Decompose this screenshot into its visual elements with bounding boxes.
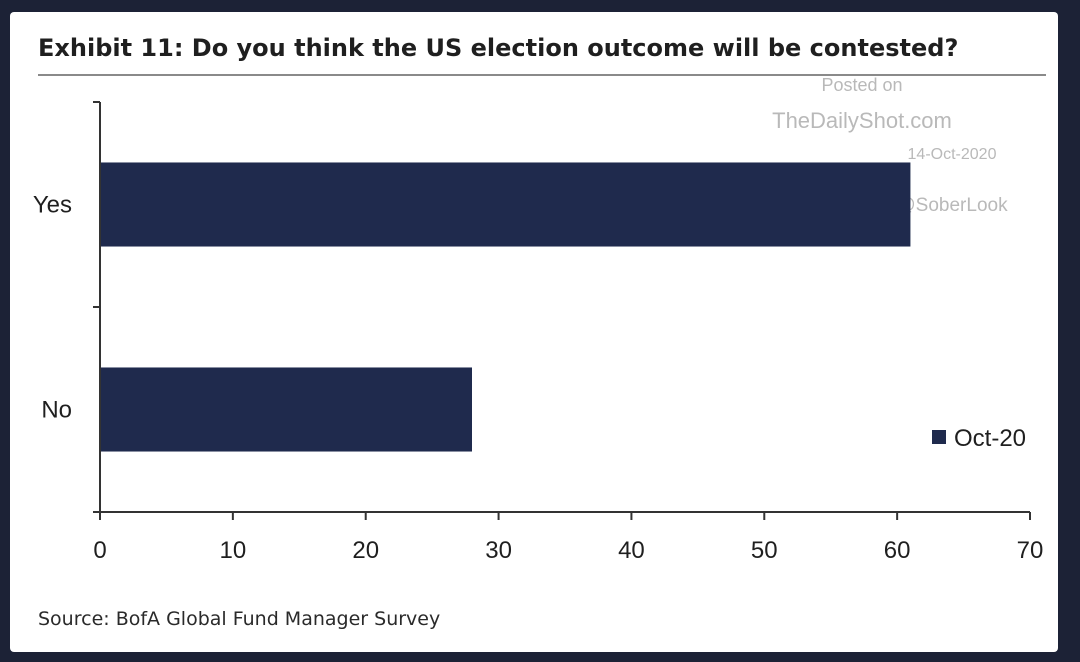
legend-swatch — [932, 430, 946, 444]
bar-yes — [100, 162, 911, 247]
x-tick-label: 10 — [220, 537, 247, 564]
x-tick-label: 60 — [884, 537, 911, 564]
x-tick-label: 70 — [1017, 537, 1044, 564]
title-divider — [38, 74, 1046, 76]
legend-label: Oct-20 — [954, 425, 1026, 452]
watermark-line-3: 14-Oct-2020 — [908, 146, 997, 163]
exhibit-card: Exhibit 11: Do you think the US election… — [10, 12, 1058, 652]
x-tick-label: 20 — [352, 537, 379, 564]
watermark-line-4: @SoberLook — [896, 195, 1008, 216]
chart-title: Exhibit 11: Do you think the US election… — [38, 34, 959, 62]
category-label-no: No — [41, 397, 72, 424]
bar-no — [100, 367, 472, 452]
x-tick-label: 40 — [618, 537, 645, 564]
bar-chart: Posted on TheDailyShot.com 14-Oct-2020 @… — [33, 75, 1044, 564]
watermark-line-1: Posted on — [821, 75, 902, 95]
plot-area: Yes No 0 10 20 30 40 50 60 70 Oct-20 — [33, 101, 1044, 564]
source-note: Source: BofA Global Fund Manager Survey — [38, 608, 441, 630]
x-tick-label: 30 — [485, 537, 512, 564]
x-tick-label: 50 — [751, 537, 778, 564]
watermark: Posted on TheDailyShot.com 14-Oct-2020 @… — [772, 75, 1008, 216]
watermark-line-2: TheDailyShot.com — [772, 108, 952, 133]
x-tick-label: 0 — [93, 537, 106, 564]
category-label-yes: Yes — [33, 192, 72, 219]
